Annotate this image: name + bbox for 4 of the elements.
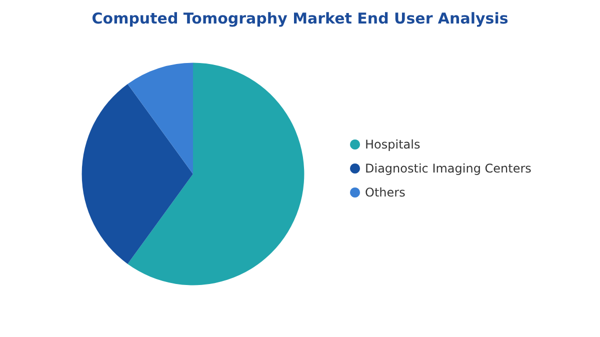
legend-label: Hospitals	[365, 138, 420, 152]
legend-label: Diagnostic Imaging Centers	[365, 162, 532, 176]
legend-label: Others	[365, 186, 406, 200]
chart-title: Computed Tomography Market End User Analysis	[92, 10, 508, 28]
